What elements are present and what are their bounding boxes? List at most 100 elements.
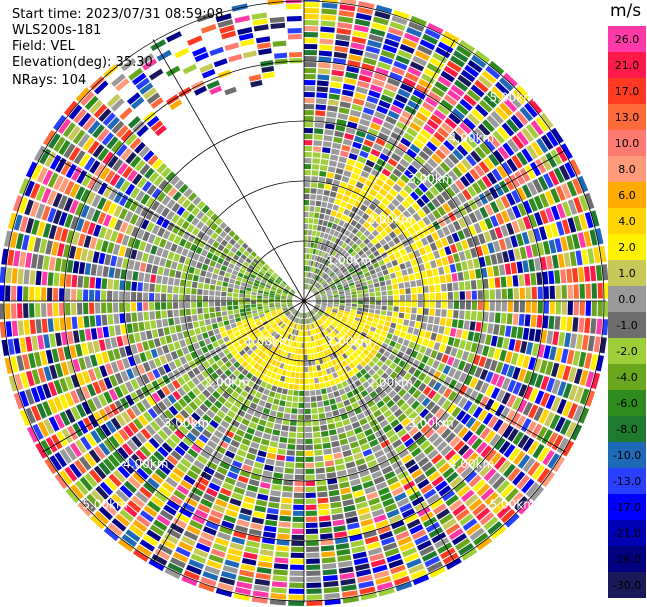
- velocity-cell: [108, 188, 119, 201]
- velocity-cell: [536, 138, 549, 154]
- velocity-cell: [274, 557, 289, 564]
- velocity-cell: [327, 270, 333, 276]
- velocity-cell: [155, 293, 161, 301]
- velocity-cell: [240, 507, 253, 516]
- velocity-cell: [335, 326, 341, 332]
- velocity-cell: [492, 130, 505, 144]
- velocity-cell: [181, 220, 190, 230]
- velocity-cell: [37, 421, 49, 438]
- velocity-cell: [389, 272, 396, 279]
- velocity-cell: [206, 461, 218, 471]
- velocity-cell: [255, 378, 263, 386]
- velocity-cell: [274, 340, 280, 347]
- velocity-cell: [444, 415, 455, 427]
- velocity-cell: [110, 417, 122, 430]
- velocity-cell: [463, 270, 470, 281]
- velocity-cell: [304, 360, 308, 366]
- velocity-cell: [313, 290, 318, 295]
- velocity-cell: [62, 122, 76, 138]
- velocity-cell: [155, 302, 161, 310]
- velocity-cell: [499, 77, 514, 92]
- velocity-cell: [394, 342, 402, 350]
- velocity-cell: [12, 195, 23, 212]
- velocity-cell: [403, 220, 412, 229]
- velocity-cell: [375, 216, 384, 224]
- velocity-cell: [339, 307, 345, 311]
- velocity-cell: [35, 442, 48, 459]
- velocity-cell: [246, 267, 253, 274]
- velocity-cell: [278, 521, 291, 528]
- velocity-cell: [439, 161, 451, 173]
- velocity-cell: [375, 4, 393, 14]
- velocity-cell: [330, 313, 336, 317]
- velocity-cell: [228, 314, 235, 320]
- velocity-cell: [510, 326, 518, 338]
- range-ring-label: 4.00km: [449, 131, 494, 145]
- velocity-cell: [277, 406, 285, 413]
- velocity-cell: [247, 380, 255, 388]
- velocity-cell: [543, 345, 551, 359]
- velocity-cell: [395, 530, 410, 541]
- velocity-cell: [312, 289, 317, 293]
- colorbar-segment: [608, 390, 646, 416]
- velocity-cell: [347, 279, 354, 284]
- velocity-cell: [289, 582, 304, 588]
- velocity-cell: [487, 346, 496, 358]
- velocity-cell: [101, 278, 108, 289]
- velocity-cell: [274, 281, 280, 286]
- velocity-cell: [322, 281, 327, 286]
- velocity-cell: [306, 564, 321, 570]
- velocity-cell: [374, 309, 381, 315]
- velocity-cell: [249, 359, 256, 367]
- velocity-cell: [445, 274, 452, 283]
- velocity-cell: [455, 508, 470, 522]
- velocity-cell: [285, 401, 292, 408]
- velocity-cell: [66, 259, 74, 273]
- velocity-cell: [312, 152, 321, 158]
- velocity-cell: [404, 459, 416, 469]
- velocity-cell: [92, 124, 105, 139]
- velocity-cell: [254, 430, 263, 438]
- velocity-cell: [364, 535, 379, 545]
- velocity-cell: [465, 310, 471, 320]
- velocity-cell: [212, 341, 219, 348]
- velocity-cell: [179, 356, 188, 365]
- velocity-cell: [530, 314, 537, 328]
- velocity-cell: [562, 365, 571, 381]
- velocity-cell: [405, 347, 413, 356]
- velocity-cell: [229, 498, 242, 507]
- velocity-cell: [331, 513, 344, 521]
- velocity-cell: [287, 389, 294, 396]
- velocity-cell: [233, 530, 247, 539]
- velocity-cell: [193, 397, 203, 407]
- velocity-cell: [353, 452, 364, 460]
- velocity-cell: [194, 327, 201, 335]
- velocity-cell: [317, 312, 323, 317]
- velocity-cell: [77, 289, 83, 301]
- velocity-cell: [369, 269, 376, 275]
- velocity-cell: [283, 479, 294, 486]
- velocity-cell: [335, 261, 342, 267]
- velocity-cell: [397, 428, 407, 438]
- velocity-cell: [145, 209, 155, 221]
- colorbar-segment: [608, 260, 646, 286]
- velocity-cell: [269, 410, 277, 417]
- velocity-cell: [575, 250, 583, 266]
- velocity-cell: [603, 282, 609, 299]
- velocity-cell: [313, 134, 323, 140]
- velocity-cell: [366, 414, 375, 422]
- velocity-cell: [301, 318, 303, 324]
- velocity-cell: [177, 387, 186, 397]
- velocity-cell: [498, 238, 507, 251]
- velocity-cell: [281, 316, 286, 321]
- velocity-cell: [119, 302, 125, 313]
- velocity-cell: [477, 233, 486, 245]
- velocity-cell: [304, 372, 309, 378]
- velocity-cell: [249, 320, 255, 326]
- velocity-cell: [464, 172, 475, 184]
- velocity-cell: [490, 215, 499, 227]
- velocity-cell: [445, 557, 462, 570]
- velocity-cell: [288, 314, 293, 320]
- colorbar-segment: [608, 546, 646, 572]
- velocity-cell: [70, 390, 80, 404]
